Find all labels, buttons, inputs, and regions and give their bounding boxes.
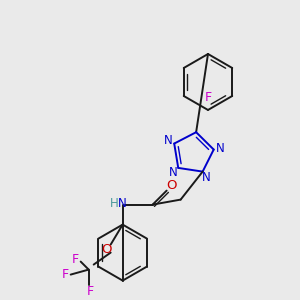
Text: H: H [110,197,119,210]
Text: F: F [87,285,94,298]
Text: N: N [216,142,225,155]
Text: N: N [164,134,172,147]
Text: F: F [204,91,211,104]
Text: N: N [169,167,178,179]
Text: F: F [72,253,79,266]
Text: F: F [62,268,69,281]
Text: O: O [101,243,112,256]
Text: N: N [202,171,210,184]
Text: N: N [118,197,127,210]
Text: O: O [167,179,177,192]
